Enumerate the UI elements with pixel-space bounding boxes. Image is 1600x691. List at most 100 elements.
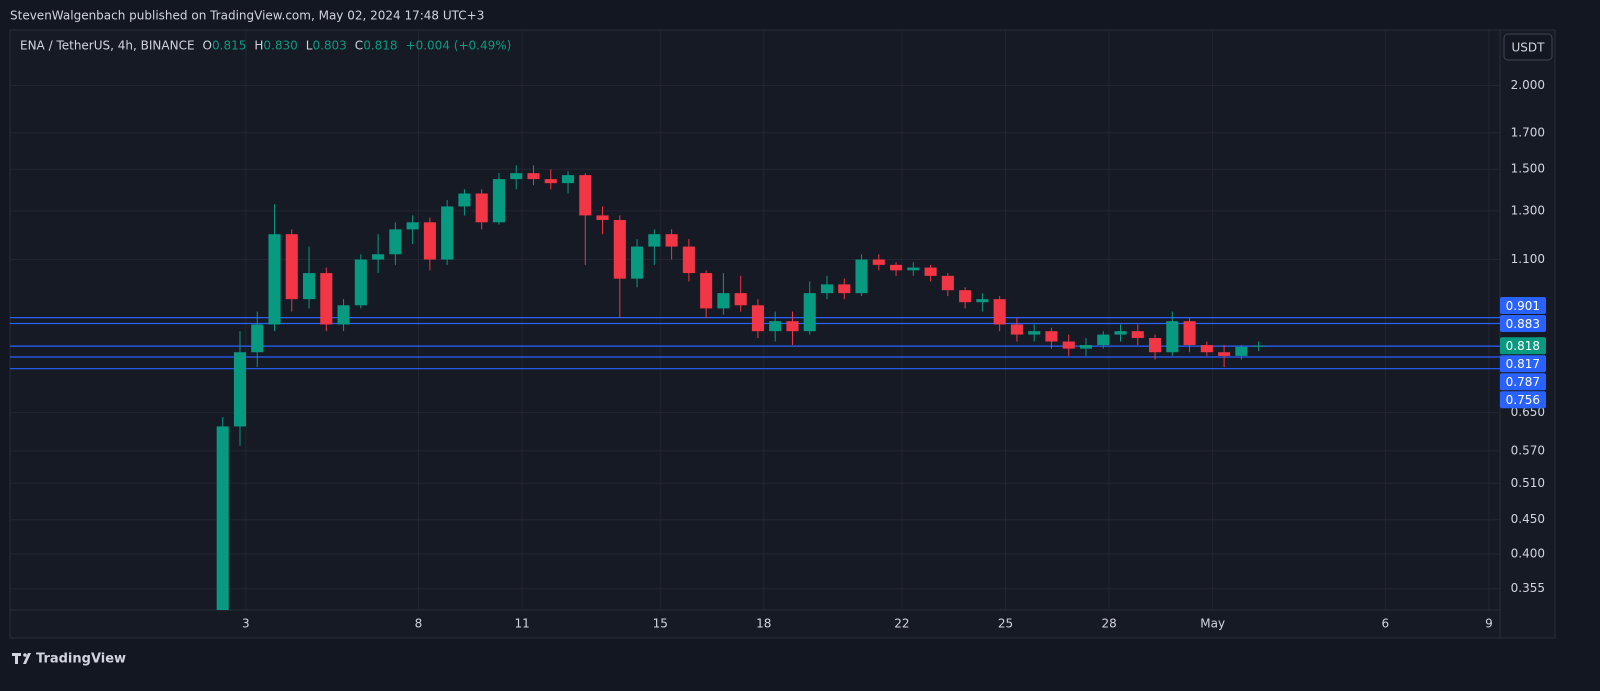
candle-body: [406, 222, 419, 230]
candle-body: [959, 290, 972, 303]
y-tick-label: 0.400: [1511, 547, 1545, 561]
x-tick-label: 22: [894, 617, 909, 631]
candle-body: [475, 193, 488, 223]
y-tick-label: 0.355: [1511, 581, 1545, 595]
price-tag: 0.901: [1506, 299, 1540, 313]
candle-body: [1200, 345, 1213, 353]
legend-value: 0.818: [363, 39, 397, 53]
price-tag-bg: [1500, 355, 1546, 373]
candle-body: [216, 426, 229, 610]
candle-body: [1166, 321, 1179, 353]
x-tick-label: 9: [1485, 617, 1493, 631]
candle-body: [1028, 331, 1041, 335]
candle-body: [786, 321, 799, 332]
candle-body: [1097, 334, 1110, 346]
candle-body: [233, 352, 247, 427]
candle-body: [1010, 324, 1023, 335]
candle-body: [734, 293, 747, 306]
price-tag-bg: [1500, 391, 1546, 409]
currency-button[interactable]: [1503, 33, 1553, 61]
candle-body: [665, 234, 678, 247]
candle-body: [1079, 345, 1093, 349]
candle-body: [820, 284, 834, 294]
candle-body: [717, 293, 730, 309]
legend-value: 0.830: [263, 39, 297, 53]
legend-key: L: [306, 39, 313, 53]
grid: [10, 30, 1500, 610]
candle-body: [941, 275, 954, 291]
candle-body: [751, 305, 764, 332]
y-tick-label: 1.100: [1511, 252, 1545, 266]
candle-body: [302, 273, 316, 300]
candle-body: [907, 267, 920, 271]
candle-body: [337, 305, 350, 325]
candle-body: [354, 259, 367, 306]
price-tag: 0.818: [1506, 339, 1540, 353]
price-tag: 0.756: [1506, 393, 1540, 407]
candle-body: [648, 234, 661, 247]
chart-frame: [9, 29, 1556, 639]
candle-body: [700, 273, 713, 309]
currency[interactable]: USDT: [1512, 41, 1546, 55]
x-tick-label: 3: [242, 617, 250, 631]
x-tick-label: 25: [998, 617, 1013, 631]
x-tick-label: 8: [415, 617, 423, 631]
y-tick-label: 1.500: [1511, 162, 1545, 176]
candle-body: [613, 219, 626, 279]
candle-body: [838, 284, 851, 294]
candle-body: [1218, 352, 1231, 356]
candle-body: [492, 179, 505, 223]
candle-body: [924, 267, 937, 276]
candle-body: [596, 215, 609, 220]
x-tick-label: 15: [653, 617, 668, 631]
price-tag-bg: [1500, 337, 1546, 355]
candle-body: [1252, 345, 1265, 347]
candle-body: [1131, 331, 1144, 339]
candle-body: [251, 324, 264, 353]
brand: TradingView: [36, 652, 126, 667]
legend-value: 0.803: [312, 39, 346, 53]
legend-change: +0.004 (+0.49%): [406, 39, 512, 53]
y-tick-label: 0.450: [1511, 512, 1545, 526]
candle-body: [890, 264, 903, 271]
publisher: StevenWalgenbach published on TradingVie…: [10, 9, 484, 23]
y-tick-label: 1.700: [1511, 125, 1545, 139]
candle-body: [527, 173, 540, 180]
candle-body: [285, 234, 298, 300]
legend-key: O: [203, 39, 212, 53]
legend-symbol: ENA / TetherUS, 4h, BINANCE: [20, 39, 195, 53]
candle-body: [1183, 321, 1196, 346]
x-tick-label: 28: [1101, 617, 1116, 631]
brand-logo: [12, 653, 31, 664]
price-tag: 0.787: [1506, 375, 1540, 389]
y-tick-label: 0.650: [1511, 405, 1545, 419]
legend-key: H: [254, 39, 263, 53]
candle-body: [458, 193, 471, 207]
candle-body: [389, 229, 402, 255]
candles: [216, 165, 1265, 610]
y-tick-label: 2.000: [1511, 78, 1545, 92]
x-tick-label: May: [1200, 617, 1225, 631]
price-tag-bg: [1500, 296, 1546, 314]
legend-value: 0.815: [212, 39, 246, 53]
candle-body: [320, 273, 333, 325]
candle-body: [803, 293, 816, 332]
x-tick-label: 18: [756, 617, 771, 631]
axes: 0.355 0.400 0.450 0.510 0.570 0.650 1.100 1.300…: [242, 78, 1546, 631]
candle-body: [1114, 331, 1127, 335]
candle-body: [1235, 346, 1248, 356]
candle-body: [682, 246, 695, 274]
x-tick-label: 6: [1382, 617, 1390, 631]
candle-body: [1148, 338, 1162, 353]
price-tag: 0.817: [1506, 357, 1540, 371]
candle-body: [976, 299, 989, 303]
y-tick-label: 1.300: [1511, 203, 1545, 217]
candle-body: [631, 246, 644, 279]
candle-body: [372, 254, 385, 260]
y-tick-label: 0.570: [1511, 443, 1545, 457]
candle-body: [1062, 341, 1075, 349]
candle-body: [579, 175, 592, 216]
price-tag-bg: [1500, 314, 1546, 332]
price-tag-bg: [1500, 373, 1546, 391]
